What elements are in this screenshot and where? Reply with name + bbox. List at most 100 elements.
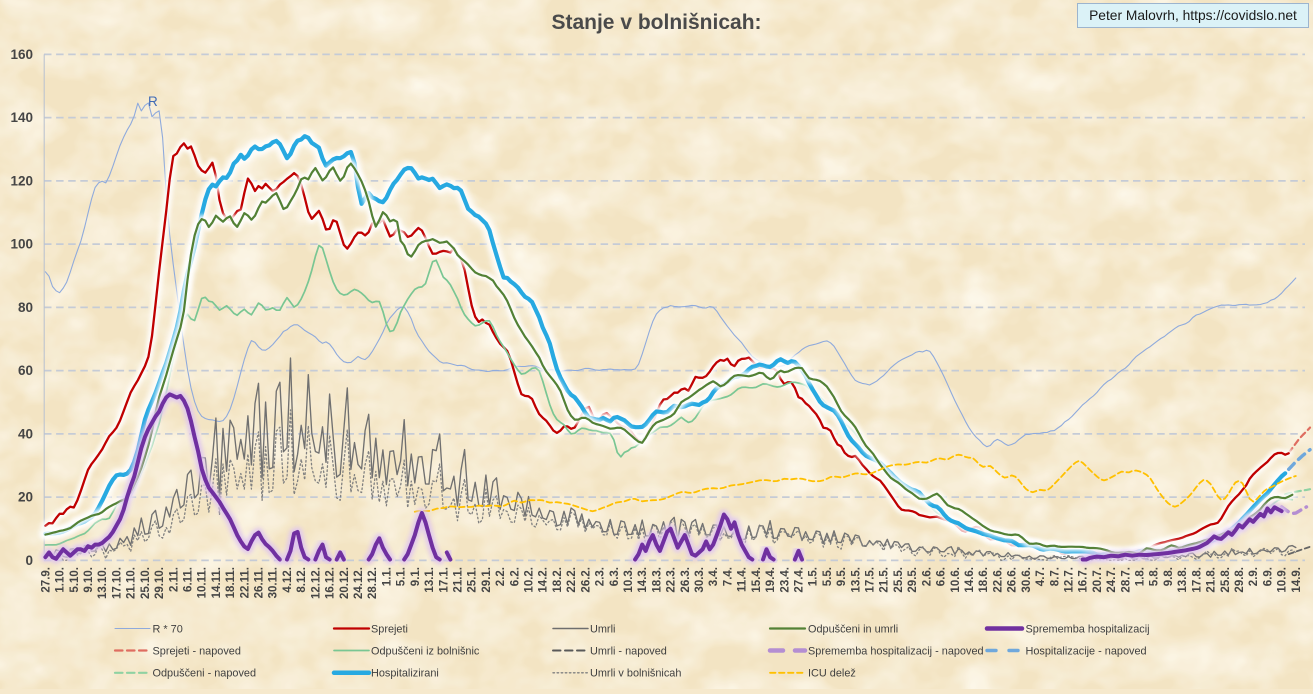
- svg-text:21.10.: 21.10.: [126, 567, 138, 599]
- svg-text:9.8.: 9.8.: [1163, 567, 1175, 586]
- svg-text:14.6.: 14.6.: [964, 567, 976, 593]
- svg-text:25.5.: 25.5.: [893, 567, 905, 593]
- svg-text:1.1.: 1.1.: [381, 567, 393, 586]
- svg-text:10.11.: 10.11.: [197, 567, 209, 598]
- svg-text:Odpuščeni iz bolnišnic: Odpuščeni iz bolnišnic: [371, 645, 480, 657]
- svg-text:2.3.: 2.3.: [595, 567, 607, 586]
- svg-text:Sprememba hospitalizacij: Sprememba hospitalizacij: [1026, 623, 1150, 635]
- svg-text:24.12.: 24.12.: [353, 567, 365, 599]
- svg-text:160: 160: [10, 47, 33, 62]
- svg-text:21.1.: 21.1.: [453, 567, 465, 593]
- svg-text:R: R: [148, 94, 158, 109]
- svg-text:Odpuščeni in umrli: Odpuščeni in umrli: [808, 623, 898, 635]
- svg-text:6.9.: 6.9.: [1262, 567, 1274, 586]
- svg-text:14.11.: 14.11.: [211, 567, 223, 598]
- svg-text:Sprejeti: Sprejeti: [371, 623, 408, 635]
- svg-text:Sprememba hospitalizacij - nap: Sprememba hospitalizacij - napoved: [808, 645, 984, 657]
- svg-text:17.8.: 17.8.: [1191, 567, 1203, 593]
- svg-text:29.10.: 29.10.: [154, 567, 166, 599]
- svg-text:23.4.: 23.4.: [779, 567, 791, 593]
- svg-text:100: 100: [10, 237, 33, 252]
- svg-text:Umrli v bolnišnicah: Umrli v bolnišnicah: [590, 668, 681, 680]
- svg-text:2.6.: 2.6.: [921, 567, 933, 586]
- svg-text:22.6.: 22.6.: [992, 567, 1004, 593]
- svg-text:6.2.: 6.2.: [509, 567, 521, 586]
- svg-text:5.10.: 5.10.: [69, 567, 81, 593]
- svg-text:28.12.: 28.12.: [367, 567, 379, 599]
- svg-text:21.8.: 21.8.: [1206, 567, 1218, 593]
- svg-text:18.11.: 18.11.: [225, 567, 237, 598]
- svg-text:2.2.: 2.2.: [495, 567, 507, 586]
- svg-text:R * 70: R * 70: [153, 623, 183, 635]
- svg-text:9.5.: 9.5.: [836, 567, 848, 586]
- svg-text:1.5.: 1.5.: [808, 567, 820, 586]
- svg-text:26.3.: 26.3.: [680, 567, 692, 593]
- svg-text:18.2.: 18.2.: [552, 567, 564, 593]
- svg-text:7.4.: 7.4.: [722, 567, 734, 586]
- svg-text:12.12.: 12.12.: [310, 567, 322, 599]
- svg-text:18.3.: 18.3.: [651, 567, 663, 593]
- svg-text:16.12.: 16.12.: [325, 567, 337, 599]
- svg-text:29.8.: 29.8.: [1234, 567, 1246, 593]
- svg-text:17.10.: 17.10.: [111, 567, 123, 599]
- svg-text:13.5.: 13.5.: [850, 567, 862, 593]
- svg-text:21.5.: 21.5.: [879, 567, 891, 593]
- svg-text:10.9.: 10.9.: [1277, 567, 1289, 593]
- svg-text:6.11.: 6.11.: [183, 567, 195, 592]
- svg-text:14.2.: 14.2.: [538, 567, 550, 593]
- svg-text:13.1.: 13.1.: [424, 567, 436, 593]
- svg-text:6.6.: 6.6.: [936, 567, 948, 586]
- svg-text:22.3.: 22.3.: [666, 567, 678, 593]
- svg-text:0: 0: [25, 553, 33, 568]
- svg-text:25.8.: 25.8.: [1220, 567, 1232, 593]
- svg-text:120: 120: [10, 173, 33, 188]
- svg-text:29.5.: 29.5.: [907, 567, 919, 593]
- svg-text:80: 80: [18, 300, 33, 315]
- svg-text:140: 140: [10, 110, 33, 125]
- svg-text:19.4.: 19.4.: [765, 567, 777, 593]
- svg-text:4.12.: 4.12.: [282, 567, 294, 593]
- svg-text:26.2.: 26.2.: [580, 567, 592, 593]
- svg-text:40: 40: [18, 426, 33, 441]
- svg-text:20.12.: 20.12.: [339, 567, 351, 599]
- svg-text:10.3.: 10.3.: [623, 567, 635, 593]
- svg-text:14.9.: 14.9.: [1291, 567, 1303, 593]
- svg-text:25.10.: 25.10.: [140, 567, 152, 599]
- svg-text:10.2.: 10.2.: [524, 567, 536, 593]
- svg-text:2.11.: 2.11.: [168, 567, 180, 592]
- svg-text:14.3.: 14.3.: [637, 567, 649, 593]
- svg-text:5.5.: 5.5.: [822, 567, 834, 586]
- svg-text:4.7.: 4.7.: [1035, 567, 1047, 586]
- svg-text:10.6.: 10.6.: [950, 567, 962, 593]
- svg-text:30.11.: 30.11.: [268, 567, 280, 598]
- svg-text:5.8.: 5.8.: [1149, 567, 1161, 586]
- svg-text:Odpuščeni - napoved: Odpuščeni - napoved: [153, 668, 257, 680]
- svg-text:27.4.: 27.4.: [794, 567, 806, 593]
- svg-text:9.10.: 9.10.: [83, 567, 95, 593]
- svg-text:15.4.: 15.4.: [751, 567, 763, 593]
- svg-text:22.11.: 22.11.: [239, 567, 251, 598]
- svg-text:5.1.: 5.1.: [396, 567, 408, 586]
- svg-text:25.1.: 25.1.: [467, 567, 479, 593]
- svg-text:Sprejeti - napoved: Sprejeti - napoved: [153, 645, 241, 657]
- svg-text:26.11.: 26.11.: [254, 567, 266, 598]
- svg-text:17.1.: 17.1.: [438, 567, 450, 593]
- svg-text:16.7.: 16.7.: [1078, 567, 1090, 593]
- svg-text:Hospitalizirani: Hospitalizirani: [371, 668, 439, 680]
- svg-text:1.10.: 1.10.: [55, 567, 67, 593]
- svg-text:11.4.: 11.4.: [737, 567, 749, 592]
- svg-text:2.9.: 2.9.: [1248, 567, 1260, 586]
- svg-text:26.6.: 26.6.: [1007, 567, 1019, 593]
- svg-text:Hospitalizacije - napoved: Hospitalizacije - napoved: [1026, 645, 1147, 657]
- svg-text:30.6.: 30.6.: [1021, 567, 1033, 593]
- svg-text:29.1.: 29.1.: [481, 567, 493, 593]
- svg-text:Umrli: Umrli: [590, 623, 615, 635]
- svg-text:17.5.: 17.5.: [865, 567, 877, 593]
- svg-text:6.3.: 6.3.: [609, 567, 621, 586]
- svg-text:18.6.: 18.6.: [978, 567, 990, 593]
- svg-text:12.7.: 12.7.: [1064, 567, 1076, 593]
- svg-text:13.10.: 13.10.: [97, 567, 109, 599]
- svg-text:13.8.: 13.8.: [1177, 567, 1189, 593]
- svg-text:20: 20: [18, 490, 33, 505]
- svg-text:27.9.: 27.9.: [40, 567, 52, 593]
